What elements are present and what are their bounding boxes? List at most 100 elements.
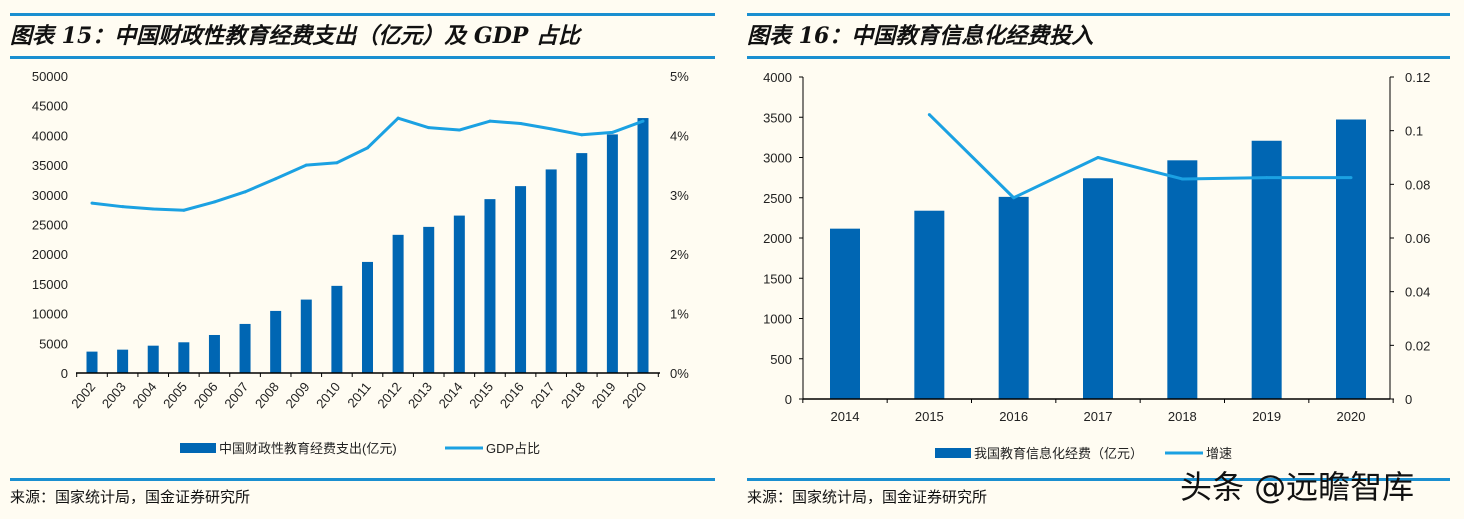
y-tick-label: 0: [61, 366, 68, 381]
y-tick-label: 50000: [32, 69, 68, 84]
x-tick-label: 2004: [129, 379, 159, 411]
bar-2004: [147, 345, 159, 373]
x-tick-label: 2011: [344, 379, 373, 410]
x-tick-label: 2017: [1084, 409, 1113, 424]
x-tick-label: 2019: [589, 379, 619, 411]
y-tick-label: 1000: [763, 312, 792, 327]
bar-2010: [331, 285, 343, 373]
bar-2018: [576, 153, 588, 373]
line-point-2019: [610, 130, 614, 134]
line-point-2008: [274, 177, 278, 181]
bar-2005: [178, 342, 190, 373]
line-point-2017: [1096, 156, 1100, 159]
y-tick-label: 500: [770, 352, 792, 367]
bar-2020: [1336, 119, 1366, 399]
bar-2020: [637, 118, 649, 373]
x-tick-label: 2006: [191, 379, 221, 411]
bar-2019: [1251, 140, 1282, 400]
y-tick-label: 20000: [32, 247, 68, 262]
y2-tick-label: 0.06: [1405, 231, 1430, 246]
bar-2009: [300, 299, 312, 373]
x-tick-label: 2010: [313, 379, 343, 411]
y2-tick-label: 0: [1405, 392, 1412, 407]
line-point-2016: [1012, 196, 1016, 200]
legend-bar-swatch: [180, 443, 216, 453]
y-tick-label: 2500: [763, 191, 792, 206]
y-tick-label: 25000: [32, 218, 68, 233]
x-tick-label: 2002: [68, 379, 98, 411]
bar-2017: [545, 169, 557, 373]
line-point-2017: [549, 127, 553, 131]
bar-2011: [362, 261, 373, 373]
y2-tick-label: 0.12: [1405, 70, 1430, 85]
x-tick-label: 2013: [405, 379, 435, 411]
x-tick-label: 2016: [497, 379, 527, 411]
y2-tick-label: 3%: [670, 188, 689, 203]
x-tick-label: 2020: [619, 379, 649, 411]
chart-16-title: 图表 16：中国教育信息化经费投入: [747, 13, 1450, 59]
x-tick-label: 2014: [831, 409, 860, 424]
y2-tick-label: 0.08: [1405, 177, 1430, 192]
bar-2015: [484, 199, 496, 373]
x-tick-label: 2007: [221, 379, 251, 411]
x-tick-label: 2012: [374, 379, 404, 411]
legend-bar-swatch: [935, 448, 971, 458]
line-point-2020: [1349, 176, 1353, 180]
line-point-2002: [90, 201, 94, 205]
line-series-1: [928, 113, 1351, 200]
watermark: 头条 @远瞻智库: [1180, 468, 1415, 506]
line-point-2018: [1180, 177, 1184, 181]
line-point-2009: [304, 163, 308, 167]
bar-2003: [117, 349, 129, 373]
line-point-2005: [182, 208, 186, 212]
bar-2012: [392, 234, 404, 373]
x-tick-label: 2017: [527, 379, 557, 411]
y-tick-label: 2000: [763, 231, 792, 246]
y2-tick-label: 0%: [670, 366, 689, 381]
chart-16-source: 来源：国家统计局，国金证券研究所: [747, 478, 1450, 507]
x-tick-label: 2019: [1252, 409, 1281, 424]
line-point-2004: [151, 207, 155, 211]
y-tick-label: 40000: [32, 128, 68, 143]
bar-2019: [606, 134, 618, 373]
y-tick-label: 30000: [32, 188, 68, 203]
x-tick-label: 2015: [915, 409, 944, 424]
bar-2015: [914, 210, 945, 399]
x-tick-label: 2009: [282, 379, 312, 411]
line-point-2007: [243, 190, 247, 194]
y-tick-label: 45000: [32, 99, 68, 114]
line-point-2010: [335, 161, 339, 165]
bar-2014: [830, 228, 860, 399]
y2-tick-label: 0.1: [1405, 124, 1423, 139]
bar-2008: [270, 310, 282, 373]
bar-2016: [515, 186, 527, 373]
bar-2006: [208, 334, 220, 373]
line-point-2015: [488, 119, 492, 123]
x-tick-label: 2008: [252, 379, 282, 411]
x-tick-label: 2015: [466, 379, 496, 411]
bar-2016: [998, 196, 1029, 399]
y2-tick-label: 2%: [670, 247, 689, 262]
line-point-2018: [580, 133, 584, 137]
line-point-2011: [366, 146, 369, 150]
legend-line-label: GDP占比: [486, 441, 540, 456]
x-tick-label: 2020: [1337, 409, 1366, 424]
y2-tick-label: 4%: [670, 128, 689, 143]
line-point-2020: [641, 119, 645, 123]
line-series-0: [91, 116, 644, 212]
y-tick-label: 10000: [32, 307, 68, 322]
y2-tick-label: 0.02: [1405, 338, 1430, 353]
y-tick-label: 15000: [32, 277, 68, 292]
y2-tick-label: 1%: [670, 307, 689, 322]
x-tick-label: 2005: [160, 379, 190, 411]
bar-2002: [86, 351, 98, 373]
y-tick-label: 0: [785, 392, 792, 407]
line-point-2015: [927, 113, 931, 117]
x-tick-label: 2003: [99, 379, 129, 411]
y2-tick-label: 5%: [670, 69, 689, 84]
line-point-2006: [212, 200, 216, 204]
chart-15-source: 来源：国家统计局，国金证券研究所: [10, 478, 715, 507]
line-point-2012: [396, 116, 400, 120]
legend-line-label: 增速: [1206, 446, 1232, 461]
y2-tick-label: 0.04: [1405, 285, 1430, 300]
